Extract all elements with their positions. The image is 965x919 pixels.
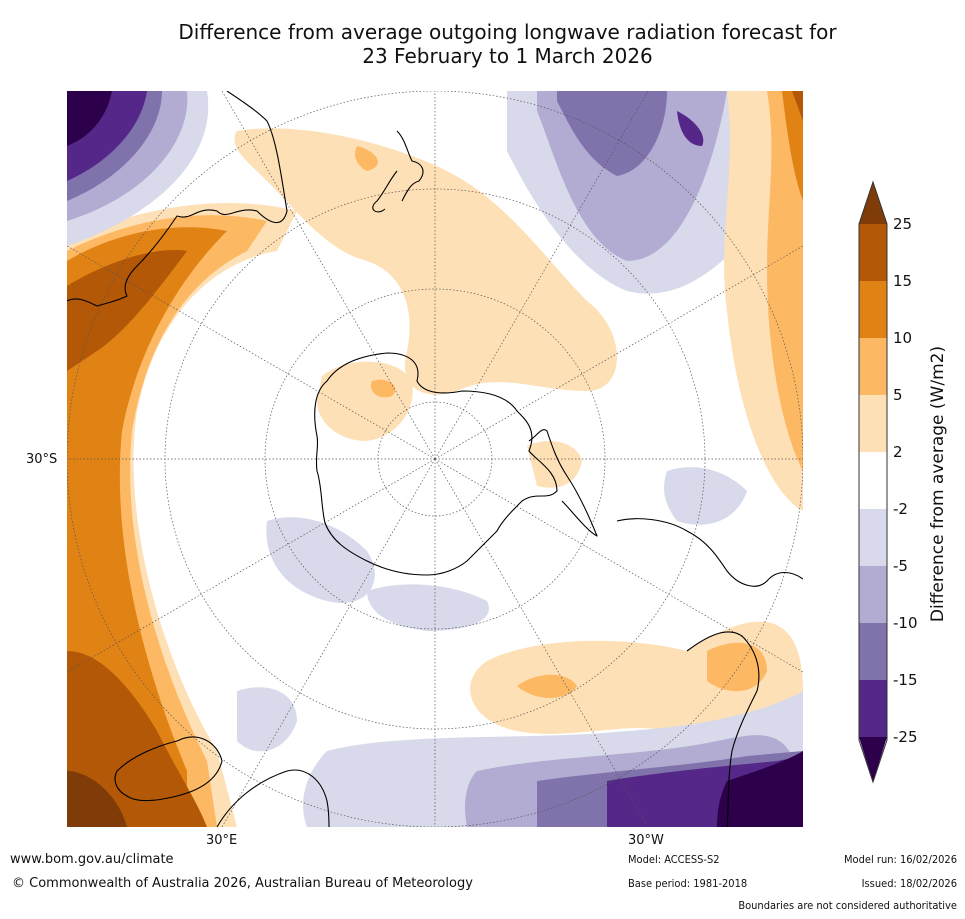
neg-north-15 xyxy=(677,111,704,146)
colorbar-tick-label: -10 xyxy=(893,614,918,632)
meridian-6 xyxy=(434,458,803,673)
footer-base-period: Base period: 1981-2018 xyxy=(628,877,748,890)
neg-patch-a xyxy=(266,517,375,603)
pos-ne-15 xyxy=(792,91,803,121)
footer-issued: Issued: 18/02/2026 xyxy=(861,877,957,890)
footer-model: Model: ACCESS-S2 xyxy=(628,853,720,866)
coast-africa xyxy=(114,736,223,802)
anomaly-fields xyxy=(67,91,803,827)
pos-ne-10 xyxy=(782,91,803,201)
colorbar-tick-label: -15 xyxy=(893,671,918,689)
map-panel xyxy=(67,91,803,827)
neg-patch-b xyxy=(367,584,489,631)
colorbar-tick-label: 25 xyxy=(893,215,913,233)
meridian-4 xyxy=(221,458,436,827)
colorbar-segment xyxy=(859,224,887,281)
colorbar-segment xyxy=(859,566,887,623)
neg-patch-d xyxy=(664,467,747,525)
pos-band-west-15b xyxy=(67,651,207,827)
coast-sa-east xyxy=(686,631,760,827)
neg-north-10 xyxy=(557,91,667,176)
pos-patch-west-25 xyxy=(67,771,127,827)
colorbar-tick-label: 15 xyxy=(893,272,913,290)
footer-website[interactable]: www.bom.gov.au/climate xyxy=(10,852,174,867)
coast-nz-south xyxy=(372,170,398,213)
pos-pac-2 xyxy=(234,128,617,395)
coast-australia xyxy=(67,91,288,307)
meridian-1 xyxy=(221,91,436,460)
colorbar-segment xyxy=(859,452,887,509)
colorbar-arrow-max xyxy=(859,182,887,224)
meridian-3 xyxy=(67,458,436,673)
coast-peninsula xyxy=(528,429,598,537)
meridian-7 xyxy=(434,245,803,460)
lon-label-30e: 30°E xyxy=(206,833,238,848)
meridian-2 xyxy=(67,245,436,460)
neg-patch-c xyxy=(237,687,297,752)
coast-antarctica xyxy=(314,352,558,576)
coast-southern-africa xyxy=(216,769,330,827)
coastlines xyxy=(67,91,803,827)
colorbar-segment xyxy=(859,338,887,395)
title-line-2: 23 February to 1 March 2026 xyxy=(362,44,653,68)
pos-ant-5 xyxy=(370,379,396,398)
colorbar-segments xyxy=(859,182,887,782)
colorbar-tick-label: 2 xyxy=(893,443,903,461)
colorbar-tick-label: -2 xyxy=(893,500,908,518)
neg-south-25 xyxy=(717,751,803,827)
lon-label-30w: 30°W xyxy=(628,833,664,848)
lat-label-30s: 30°S xyxy=(26,452,58,467)
pos-band-west-15a xyxy=(67,250,187,371)
coast-nz-north xyxy=(396,130,424,202)
colorbar-segment xyxy=(859,281,887,338)
colorbar-title: Difference from average (W/m2) xyxy=(928,345,948,623)
pos-se-5b xyxy=(707,642,767,692)
footer-disclaimer: Boundaries are not considered authoritat… xyxy=(738,899,957,912)
pos-ne-5 xyxy=(767,91,803,471)
pos-penin-2 xyxy=(527,441,582,488)
pos-se-5 xyxy=(517,674,577,699)
pos-pac-5 xyxy=(355,146,378,171)
colorbar-segment xyxy=(859,623,887,680)
meridian-5 xyxy=(434,458,649,827)
title-line-1: Difference from average outgoing longwav… xyxy=(178,20,837,44)
colorbar-segment xyxy=(859,509,887,566)
meridian-8 xyxy=(434,91,649,460)
footer-model-run: Model run: 16/02/2026 xyxy=(844,853,957,866)
neg-nw-25 xyxy=(67,91,112,146)
coast-south-america xyxy=(616,518,803,587)
colorbar-segment xyxy=(859,395,887,452)
colorbar-tick-label: -25 xyxy=(893,728,918,746)
lat-circle-60s xyxy=(264,288,606,630)
map-canvas xyxy=(67,91,803,827)
colorbar-tick-label: 5 xyxy=(893,386,903,404)
colorbar-outline xyxy=(858,180,888,784)
chart-title: Difference from average outgoing longwav… xyxy=(60,20,955,68)
colorbar xyxy=(858,180,888,784)
graticule xyxy=(67,91,803,827)
colorbar-arrow-min xyxy=(859,737,887,782)
colorbar-tick-label: -5 xyxy=(893,557,908,575)
pos-ant-2 xyxy=(317,361,413,441)
footer-copyright: © Commonwealth of Australia 2026, Austra… xyxy=(12,876,473,891)
colorbar-segment xyxy=(859,680,887,737)
colorbar-tick-label: 10 xyxy=(893,329,913,347)
